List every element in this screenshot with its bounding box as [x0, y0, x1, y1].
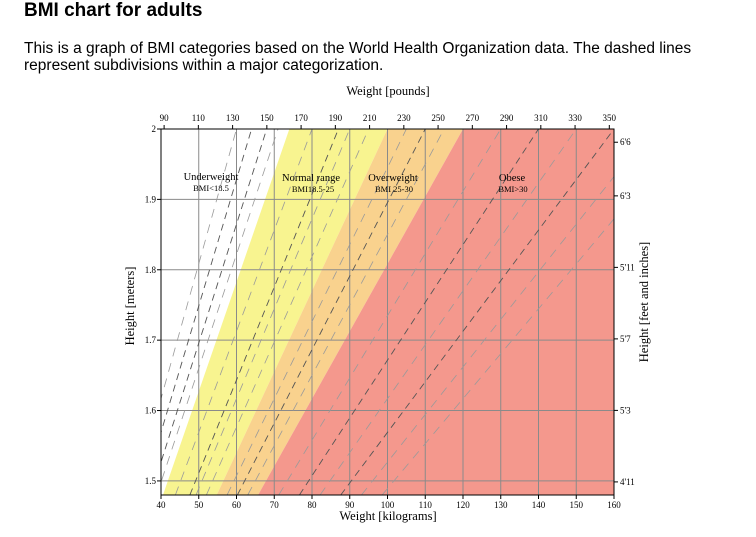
right-tick-label-67: 5'7 — [620, 334, 631, 344]
band-3 — [258, 129, 614, 495]
bmi-dash-17.75 — [161, 129, 279, 484]
top-tick-label-170: 170 — [294, 113, 308, 123]
band-range-obese: BMI>30 — [498, 184, 527, 194]
band-range-underweight: BMI<18.5 — [193, 183, 229, 193]
bmi-dash-37.5 — [319, 129, 577, 495]
dashed-subdivisions — [161, 129, 614, 495]
x-axis-label: Weight [kilograms] — [339, 509, 436, 523]
x-tick-label-140: 140 — [532, 500, 546, 510]
bmi-dash-42.5 — [361, 175, 614, 495]
x-tick-label-110: 110 — [419, 500, 433, 510]
right-tick-label-59: 4'11 — [620, 477, 635, 487]
bmi-dash-23.75 — [206, 129, 369, 495]
top-tick-label-110: 110 — [192, 113, 206, 123]
y-axis-label: Height [meters] — [123, 267, 137, 346]
bmi-dash-20 — [175, 129, 313, 495]
page-description: This is a graph of BMI categories based … — [24, 40, 692, 74]
top-tick-label-150: 150 — [260, 113, 274, 123]
band-1 — [162, 129, 388, 495]
y-tick-label-1.7: 1.7 — [145, 335, 157, 345]
bmi-subdivision-40 — [340, 129, 614, 495]
top-axis-label: Weight [pounds] — [346, 84, 429, 98]
band-0 — [161, 129, 290, 495]
bmi-subdivision-27.5 — [236, 129, 426, 495]
right-axis-label: Height [feet and inches] — [637, 242, 651, 362]
page-title: BMI chart for adults — [24, 0, 203, 21]
y-tick-label-1.8: 1.8 — [145, 265, 157, 275]
band-labels: Underweight BMI<18.5 Normal range BMI18.… — [184, 172, 528, 194]
bmi-subdivision-17 — [161, 129, 268, 464]
band-label-underweight: Underweight — [184, 172, 239, 183]
top-tick-label-190: 190 — [329, 113, 343, 123]
bmi-subdivision-35 — [299, 129, 539, 495]
x-tick-label-130: 130 — [494, 500, 508, 510]
bmi-subdivision-16 — [161, 129, 253, 434]
bmi-dash-26.25 — [226, 129, 407, 495]
top-tick-label-90: 90 — [160, 113, 170, 123]
top-tick-label-270: 270 — [466, 113, 480, 123]
axis-ticks: 40 50 60 70 80 90 100 110 120 130 140 150 160 90 110 13… — [145, 113, 635, 510]
bmi-dash-28.75 — [247, 129, 445, 495]
x-tick-label-90: 90 — [345, 500, 355, 510]
bmi-dash-32.5 — [278, 129, 502, 495]
top-tick-label-230: 230 — [397, 113, 411, 123]
band-2 — [216, 129, 463, 495]
y-tick-label-2: 2 — [152, 124, 157, 134]
x-tick-label-60: 60 — [232, 500, 242, 510]
right-tick-label-63: 5'3 — [620, 405, 631, 415]
bmi-subdivision-21.75 — [189, 129, 339, 495]
top-tick-label-250: 250 — [431, 113, 445, 123]
x-tick-label-160: 160 — [607, 500, 621, 510]
top-tick-label-350: 350 — [603, 113, 617, 123]
right-tick-label-78: 6'6 — [620, 137, 631, 147]
plot-frame — [160, 128, 615, 496]
top-tick-label-310: 310 — [534, 113, 548, 123]
band-label-overweight: Overweight — [368, 173, 418, 184]
grid-lines — [161, 129, 614, 495]
band-range-normal: BMI18.5-25 — [292, 184, 334, 194]
y-tick-label-1.9: 1.9 — [145, 194, 157, 204]
y-tick-label-1.5: 1.5 — [145, 476, 157, 486]
x-tick-label-150: 150 — [570, 500, 584, 510]
right-tick-label-75: 6'3 — [620, 191, 631, 201]
top-tick-label-130: 130 — [226, 113, 240, 123]
band-label-obese: Obese — [499, 173, 526, 184]
top-tick-label-290: 290 — [500, 113, 514, 123]
bmi-dash-22.5 — [195, 129, 351, 495]
right-tick-label-71: 5'11 — [620, 262, 635, 272]
top-tick-label-330: 330 — [568, 113, 582, 123]
x-tick-label-40: 40 — [157, 500, 167, 510]
top-tick-label-210: 210 — [363, 113, 377, 123]
x-tick-label-50: 50 — [194, 500, 204, 510]
x-tick-label-120: 120 — [456, 500, 470, 510]
x-tick-label-70: 70 — [270, 500, 280, 510]
x-tick-label-100: 100 — [381, 500, 395, 510]
band-label-normal: Normal range — [282, 173, 340, 184]
bmi-bands — [161, 129, 614, 495]
y-tick-label-1.6: 1.6 — [145, 406, 157, 416]
band-range-overweight: BMI 25-30 — [375, 184, 413, 194]
x-tick-label-80: 80 — [308, 500, 318, 510]
